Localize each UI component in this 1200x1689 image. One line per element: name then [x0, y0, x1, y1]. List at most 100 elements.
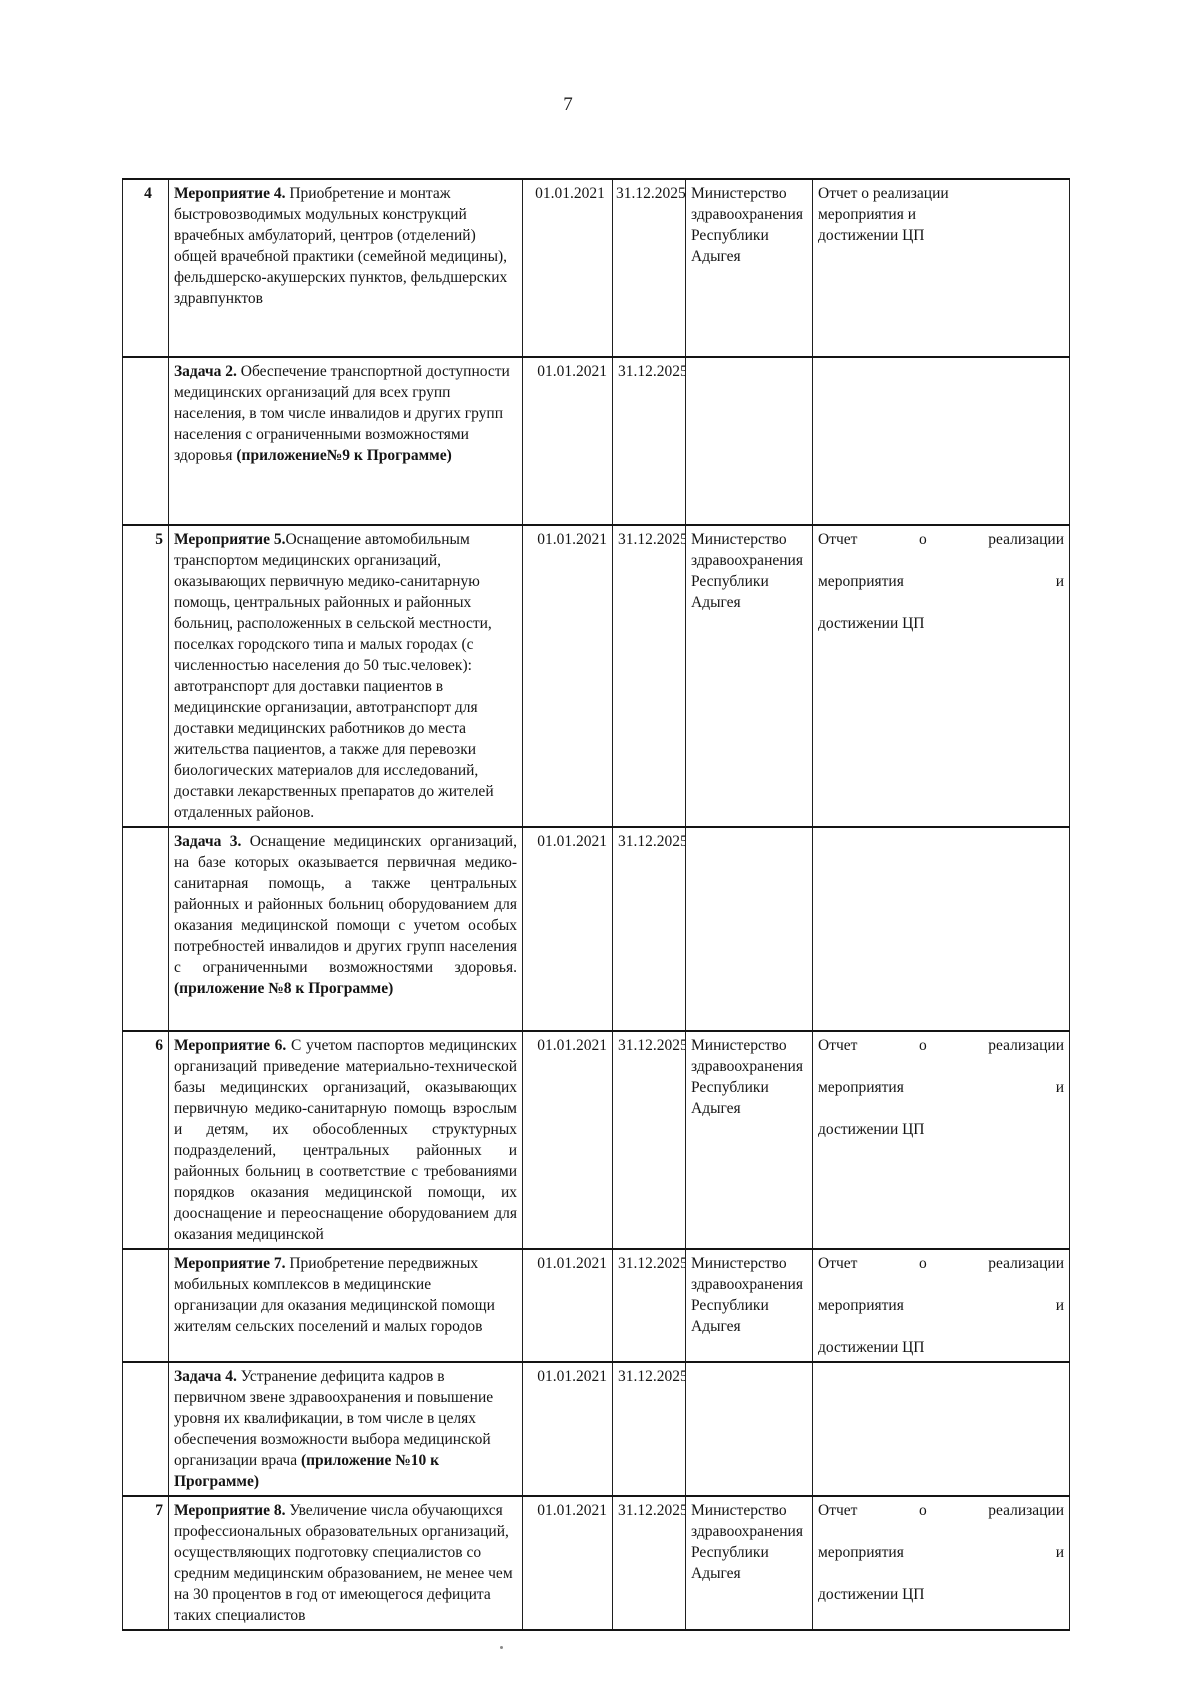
result-cell: Отчет о реализации мероприятия и достижени…	[812, 178, 1070, 358]
result-cell: Отчет о реализации мероприятия и достижени…	[812, 524, 1070, 828]
table-row: Задача 4. Устранение дефицита кадров в п…	[122, 1361, 1070, 1497]
start-date: 01.01.2021	[535, 185, 605, 202]
end-date: 31.12.2025	[618, 1368, 686, 1385]
start-date: 01.01.2021	[537, 1037, 607, 1054]
table-row: Задача 3. Оснащение медицинских организа…	[122, 826, 1070, 1032]
start-date: 01.01.2021	[537, 1368, 607, 1385]
activity-tail: (приложение №8 к Программе)	[174, 980, 394, 997]
activity-cell: Мероприятие 5.Оснащение автомобильным тр…	[168, 524, 523, 828]
end-date: 31.12.2025	[618, 1255, 686, 1272]
start-date-cell: 01.01.2021	[522, 356, 613, 526]
result-line: достижении ЦП	[818, 615, 925, 632]
page-number: 7	[563, 94, 573, 115]
table-row: Мероприятие 7. Приобретение передвижных …	[122, 1248, 1070, 1363]
start-date-cell: 01.01.2021	[522, 1030, 613, 1250]
executor-cell: Министерство здравоохранения Республики Ад…	[685, 1495, 813, 1631]
activity-body: Оснащение автомобильным транспортом меди…	[174, 531, 494, 821]
end-date: 31.12.2025	[618, 531, 686, 548]
result-cell: Отчет о реализации мероприятия и достижени…	[812, 1030, 1070, 1250]
start-date-cell: 01.01.2021	[522, 524, 613, 828]
row-number: 7	[155, 1502, 163, 1519]
end-date-cell: 31.12.2025	[612, 1248, 686, 1363]
activity-lead: Мероприятие 8.	[174, 1502, 286, 1519]
result-line: мероприятия и	[818, 573, 1064, 590]
activity-body: Обеспечение транспортной доступности мед…	[174, 363, 510, 464]
table-body: 4 Мероприятие 4. Приобретение и монтаж б…	[122, 178, 1070, 1631]
executor-line: Министерство	[691, 185, 787, 202]
table-row: 6 Мероприятие 6. С учетом паспортов меди…	[122, 1030, 1070, 1250]
end-date-cell: 31.12.2025	[612, 826, 686, 1032]
activity-cell: Задача 3. Оснащение медицинских организа…	[168, 826, 523, 1032]
activity-lead: Мероприятие 7.	[174, 1255, 286, 1272]
executor-line: здравоохранения	[691, 1276, 803, 1293]
activity-lead: Задача 4.	[174, 1368, 237, 1385]
start-date-cell: 01.01.2021	[522, 1248, 613, 1363]
scan-artifact-dot	[500, 1646, 503, 1649]
end-date: 31.12.2025	[616, 185, 686, 202]
row-number-cell: 4	[122, 178, 169, 358]
activity-cell: Задача 2. Обеспечение транспортной досту…	[168, 356, 523, 526]
start-date: 01.01.2021	[537, 363, 607, 380]
activity-lead: Задача 2.	[174, 363, 237, 380]
executor-line: Республики Адыгея	[691, 227, 769, 265]
result-line: Отчет о реализации	[818, 1502, 1064, 1519]
table-row: 4 Мероприятие 4. Приобретение и монтаж б…	[122, 178, 1070, 358]
activity-body: С учетом паспортов медицинских организац…	[174, 1037, 517, 1243]
executor-line: здравоохранения	[691, 1058, 803, 1075]
executor-cell	[685, 1361, 813, 1497]
executor-line: здравоохранения	[691, 206, 803, 223]
executor-cell	[685, 356, 813, 526]
result-cell	[812, 826, 1070, 1032]
activity-body: Увеличение числа обучающихся профессиона…	[174, 1502, 513, 1624]
result-line: Отчет о реализации	[818, 531, 1064, 548]
activity-lead: Мероприятие 6.	[174, 1037, 287, 1054]
activity-body: Устранение дефицита кадров в первичном з…	[174, 1368, 494, 1469]
end-date-cell: 31.12.2025	[612, 178, 686, 358]
executor-cell: Министерство здравоохранения Республики Ад…	[685, 524, 813, 828]
result-line: мероприятия и	[818, 206, 917, 223]
result-cell: Отчет о реализации мероприятия и достижени…	[812, 1248, 1070, 1363]
result-line: Отчет о реализации	[818, 185, 949, 202]
executor-line: Республики Адыгея	[691, 1544, 769, 1582]
start-date-cell: 01.01.2021	[522, 1495, 613, 1631]
executor-line: Республики Адыгея	[691, 573, 769, 611]
activity-body: Оснащение медицинских организаций, на ба…	[174, 833, 517, 976]
executor-line: Министерство	[691, 1502, 787, 1519]
row-number-cell: 7	[122, 1495, 169, 1631]
executor-line: здравоохранения	[691, 552, 803, 569]
result-line: мероприятия и	[818, 1297, 1064, 1314]
result-line: Отчет о реализации	[818, 1037, 1064, 1054]
result-line: достижении ЦП	[818, 1586, 925, 1603]
row-number-cell	[122, 826, 169, 1032]
activity-cell: Мероприятие 4. Приобретение и монтаж быс…	[168, 178, 523, 358]
end-date-cell: 31.12.2025	[612, 1030, 686, 1250]
executor-cell: Министерство здравоохранения Республики Ад…	[685, 1248, 813, 1363]
activity-cell: Задача 4. Устранение дефицита кадров в п…	[168, 1361, 523, 1497]
end-date: 31.12.2025	[618, 1037, 686, 1054]
table-row: 5 Мероприятие 5.Оснащение автомобильным …	[122, 524, 1070, 828]
table-row: 7 Мероприятие 8. Увеличение числа обучаю…	[122, 1495, 1070, 1631]
executor-line: Министерство	[691, 1037, 787, 1054]
result-cell	[812, 356, 1070, 526]
executor-cell: Министерство здравоохранения Республики Ад…	[685, 178, 813, 358]
start-date: 01.01.2021	[537, 531, 607, 548]
program-activities-table: 4 Мероприятие 4. Приобретение и монтаж б…	[122, 178, 1070, 1631]
activity-tail: (приложение №10 к Программе)	[174, 1452, 440, 1490]
result-line: достижении ЦП	[818, 1339, 925, 1356]
row-number: 4	[144, 185, 152, 202]
end-date: 31.12.2025	[618, 833, 686, 850]
activity-lead: Задача 3.	[174, 833, 242, 850]
activity-lead: Мероприятие 4.	[174, 185, 286, 202]
result-cell	[812, 1361, 1070, 1497]
table-row: Задача 2. Обеспечение транспортной досту…	[122, 356, 1070, 526]
executor-line: Республики Адыгея	[691, 1297, 769, 1335]
row-number-cell	[122, 1248, 169, 1363]
executor-line: Министерство	[691, 1255, 787, 1272]
row-number: 5	[155, 531, 163, 548]
result-line: достижении ЦП	[818, 1121, 925, 1138]
executor-cell	[685, 826, 813, 1032]
end-date-cell: 31.12.2025	[612, 1495, 686, 1631]
row-number-cell: 6	[122, 1030, 169, 1250]
activity-body: Приобретение и монтаж быстровозводимых м…	[174, 185, 508, 307]
